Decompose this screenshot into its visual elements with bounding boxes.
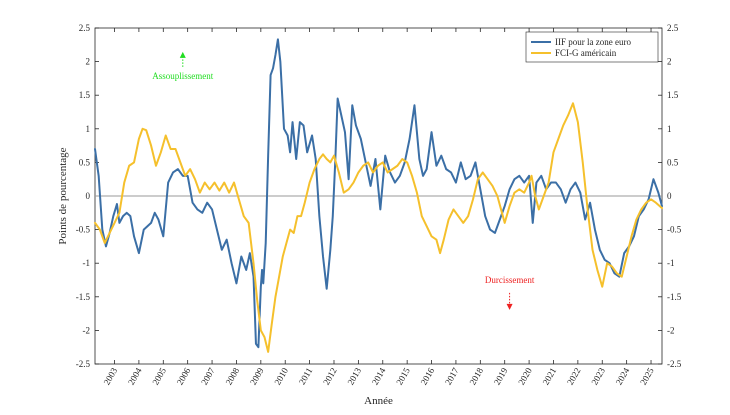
y-axis-label: Points de pourcentage (57, 147, 69, 244)
tightening-annotation: Durcissement (485, 275, 535, 285)
x-tick-label: 2010 (272, 366, 290, 387)
x-tick-label: 2007 (199, 366, 217, 387)
x-tick-label: 2024 (614, 366, 632, 387)
y-tick-label-right: 0 (667, 191, 672, 201)
legend-box (525, 31, 659, 63)
x-tick-label: 2016 (419, 366, 437, 387)
x-axis-label: Année (364, 395, 393, 407)
x-tick-label: 2021 (541, 366, 559, 387)
y-tick-label-right: 2 (667, 57, 672, 67)
x-tick-label: 2006 (175, 366, 193, 387)
y-tick-label-right: 0.5 (667, 157, 679, 167)
y-tick-label-right: -1 (667, 258, 675, 268)
x-tick-label: 2005 (150, 366, 168, 387)
y-tick-label-right: -0.5 (667, 225, 682, 235)
x-tick-label: 2013 (345, 366, 363, 387)
y-tick-label-right: -2 (667, 325, 675, 335)
y-tick-label-left: 2 (86, 57, 91, 67)
legend-label-1: FCI-G américain (555, 48, 617, 58)
y-tick-label-right: 2.5 (667, 23, 679, 33)
x-tick-label: 2004 (126, 366, 144, 387)
x-tick-label: 2025 (638, 366, 656, 387)
x-tick-label: 2011 (297, 366, 314, 386)
easing-arrow-head-icon (179, 51, 186, 58)
x-tick-label: 2009 (248, 366, 266, 387)
x-tick-label: 2008 (224, 366, 242, 387)
y-tick-label-right: 1.5 (667, 90, 679, 100)
x-tick-label: 2022 (565, 366, 583, 387)
y-tick-label-left: 1.5 (79, 90, 91, 100)
y-tick-label-left: 0 (86, 191, 91, 201)
y-tick-label-right: 1 (667, 124, 672, 134)
x-tick-label: 2012 (321, 366, 339, 387)
series-line-iif-euro (94, 38, 663, 349)
y-tick-label-right: -2.5 (667, 359, 682, 369)
y-tick-label-left: -2 (83, 325, 91, 335)
x-tick-label: 2023 (589, 366, 607, 387)
legend-label-0: IIF pour la zone euro (555, 37, 631, 47)
y-tick-label-left: -0.5 (76, 225, 91, 235)
x-tick-label: 2018 (467, 366, 485, 387)
x-tick-label: 2015 (394, 366, 412, 387)
y-tick-label-left: 0.5 (79, 157, 91, 167)
tightening-arrow-head-icon (506, 303, 513, 310)
series-line-fci-g-us (94, 102, 663, 353)
y-tick-label-right: -1.5 (667, 292, 682, 302)
x-tick-label: 2020 (516, 366, 534, 387)
x-tick-label: 2003 (102, 366, 120, 387)
y-tick-label-left: -1 (83, 258, 91, 268)
easing-annotation: Assouplissement (152, 71, 214, 81)
x-tick-label: 2014 (370, 366, 388, 387)
y-tick-label-left: -1.5 (76, 292, 91, 302)
y-tick-label-left: 2.5 (79, 23, 91, 33)
x-tick-label: 2019 (492, 366, 510, 387)
x-tick-label: 2017 (443, 366, 461, 387)
y-tick-label-left: 1 (86, 124, 91, 134)
y-tick-label-left: -2.5 (76, 359, 91, 369)
